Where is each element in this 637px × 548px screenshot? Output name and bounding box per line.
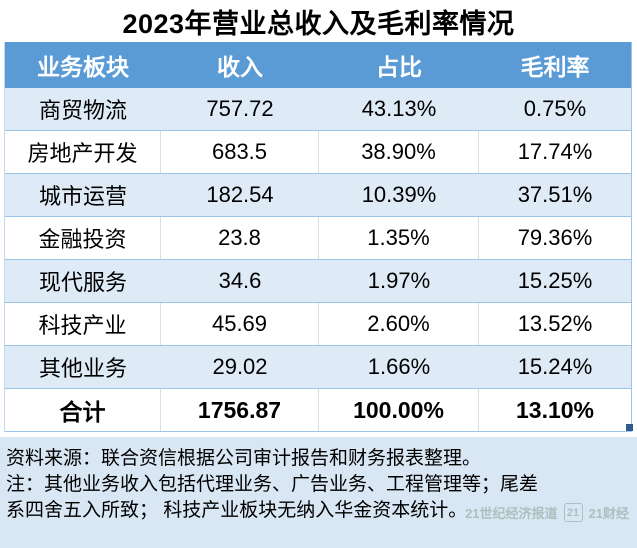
header-cell-segment: 业务板块 (37, 54, 129, 80)
table-row: 商贸物流 757.72 43.13% 0.75% (5, 88, 631, 131)
table-row: 城市运营 182.54 10.39% 37.51% (5, 174, 631, 217)
table-cell: 10.39% (361, 182, 437, 207)
table-body: 商贸物流 757.72 43.13% 0.75% 房地产开发 683.5 38.90% 17.… (5, 88, 631, 389)
table-cell: 15.25% (517, 268, 593, 293)
header-cell-revenue: 收入 (217, 54, 263, 80)
table-cell: 757.72 (206, 96, 274, 121)
table-total-row: 合计 1756.87 100.00% 13.10% (5, 389, 631, 432)
table-row: 房地产开发 683.5 38.90% 17.74% (5, 131, 631, 174)
table-cell: 商贸物流 (38, 98, 127, 123)
table-cell: 1.35% (319, 217, 479, 259)
total-cell-margin: 13.10% (515, 396, 594, 423)
table-cell: 其他业务 (38, 356, 127, 381)
table-cell: 房地产开发 (5, 131, 161, 173)
watermark-21-logo-icon: 21 (563, 503, 583, 522)
table-cell: 29.02 (212, 354, 268, 379)
footnote-line-2: 系四舍五入所致； 科技产业板块无纳入华金资本统计。 (6, 500, 468, 521)
table-cell: 现代服务 (38, 270, 127, 295)
watermark-brand-text: 21世纪经济报道 (465, 506, 558, 521)
table-cell: 34.6 (218, 268, 262, 293)
watermark: 21世纪经济报道 21 21财经 (465, 503, 629, 522)
table-cell: 2.60% (319, 303, 479, 345)
table-cell: 1.66% (367, 354, 431, 379)
header-cell-margin: 毛利率 (520, 54, 590, 80)
watermark-site-text: 21财经 (588, 506, 629, 521)
footnote-line-1: 注：其他业务收入包括代理业务、广告业务、工程管理等；尾差 (6, 474, 539, 495)
table-cell: 0.75% (523, 96, 587, 121)
table-cell: 23.8 (161, 217, 319, 259)
notes-section: 资料来源：联合资信根据公司审计报告和财务报表整理。 注：其他业务收入包括代理业务… (0, 437, 637, 548)
table-row: 金融投资 23.8 1.35% 79.36% (5, 217, 631, 260)
page-title: 2023年营业总收入及毛利率情况 (122, 8, 515, 39)
header-cell-share: 占比 (376, 54, 422, 80)
table-cell: 182.54 (206, 182, 274, 207)
table-cell: 金融投资 (5, 217, 161, 259)
total-cell-label: 合计 (5, 389, 161, 431)
fill-handle[interactable] (626, 424, 633, 431)
table-header-row: 业务板块 收入 占比 毛利率 (5, 42, 631, 88)
table-cell: 1.97% (367, 268, 431, 293)
table-row: 其他业务 29.02 1.66% 15.24% (5, 346, 631, 389)
source-note: 资料来源：联合资信根据公司审计报告和财务报表整理。 (6, 448, 482, 469)
table-row: 现代服务 34.6 1.97% 15.25% (5, 260, 631, 303)
total-cell-share: 100.00% (319, 389, 479, 431)
table-cell: 13.52% (517, 311, 593, 336)
table-cell: 17.74% (517, 139, 593, 164)
table-cell: 科技产业 (5, 303, 161, 345)
revenue-table: 业务板块 收入 占比 毛利率 商贸物流 757.72 43.13% 0.75% 房地产开… (4, 42, 632, 432)
table-cell: 37.51% (517, 182, 593, 207)
total-cell-revenue: 1756.87 (161, 389, 319, 431)
table-cell: 79.36% (517, 225, 593, 250)
table-cell: 38.90% (319, 131, 479, 173)
table-cell: 城市运营 (38, 184, 127, 209)
table-row: 科技产业 45.69 2.60% 13.52% (5, 303, 631, 346)
table-cell: 683.5 (161, 131, 319, 173)
table-cell: 45.69 (161, 303, 319, 345)
table-cell: 15.24% (517, 354, 593, 379)
table-cell: 43.13% (361, 96, 437, 121)
